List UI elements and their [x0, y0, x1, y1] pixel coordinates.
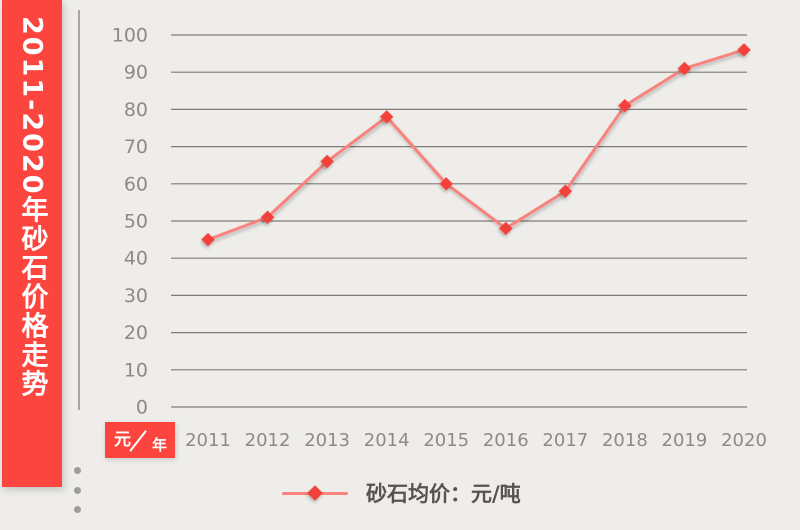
y-axis-tick-label: 70 — [124, 136, 148, 158]
data-point-marker-2011 — [201, 232, 215, 247]
y-axis-line — [78, 10, 80, 410]
slash-divider-icon — [129, 430, 147, 452]
x-axis-tick-label: 2019 — [662, 430, 708, 451]
x-axis-tick-label: 2020 — [721, 430, 767, 451]
legend-label: 砂石均价：元/吨 — [366, 482, 521, 506]
y-axis-tick-label: 50 — [124, 211, 148, 233]
x-axis-tick-label: 2013 — [304, 430, 350, 451]
x-axis-tick-label: 2011 — [185, 430, 231, 451]
x-axis-tick-label: 2016 — [483, 430, 529, 451]
data-point-marker-2020 — [737, 43, 751, 57]
y-axis-tick-label: 30 — [124, 285, 148, 307]
y-axis-tick-label: 100 — [112, 25, 148, 47]
y-axis-tick-label: 90 — [124, 62, 148, 84]
y-axis-tick-label: 60 — [124, 173, 148, 195]
title-banner: 2011-2020年砂石价格走势 — [2, 0, 62, 487]
y-axis-tick-label: 20 — [124, 322, 148, 344]
page-title: 2011-2020年砂石价格走势 — [16, 16, 48, 399]
x-axis-tick-label: 2012 — [245, 430, 291, 451]
x-axis-tick-label: 2017 — [542, 430, 588, 451]
y-axis-tick-label: 10 — [124, 359, 148, 381]
decorative-dot — [74, 467, 81, 474]
unit-numerator-label: 元 — [114, 430, 131, 450]
trend-line — [206, 48, 746, 242]
y-axis-tick-label: 80 — [124, 99, 148, 121]
decorative-dot — [74, 506, 81, 513]
chart-legend: 砂石均价：元/吨 — [282, 480, 521, 506]
x-axis-tick-label: 2015 — [423, 430, 469, 451]
x-axis-tick-label: 2018 — [602, 430, 648, 451]
legend-diamond-icon — [307, 485, 323, 501]
decorative-dot — [74, 487, 81, 494]
legend-line-sample — [282, 485, 348, 501]
data-series-layer — [201, 43, 751, 247]
y-axis-tick-label: 0 — [136, 397, 148, 419]
axis-unit-badge: 元 年 — [105, 422, 175, 458]
axis-labels-layer: 0 10 20 30 40 50 60 70 80 90 100 2011 2012 2013 2014 20… — [112, 25, 767, 452]
unit-denominator-label: 年 — [151, 436, 167, 454]
x-axis-tick-label: 2014 — [364, 430, 410, 451]
y-axis-tick-label: 40 — [124, 248, 148, 270]
